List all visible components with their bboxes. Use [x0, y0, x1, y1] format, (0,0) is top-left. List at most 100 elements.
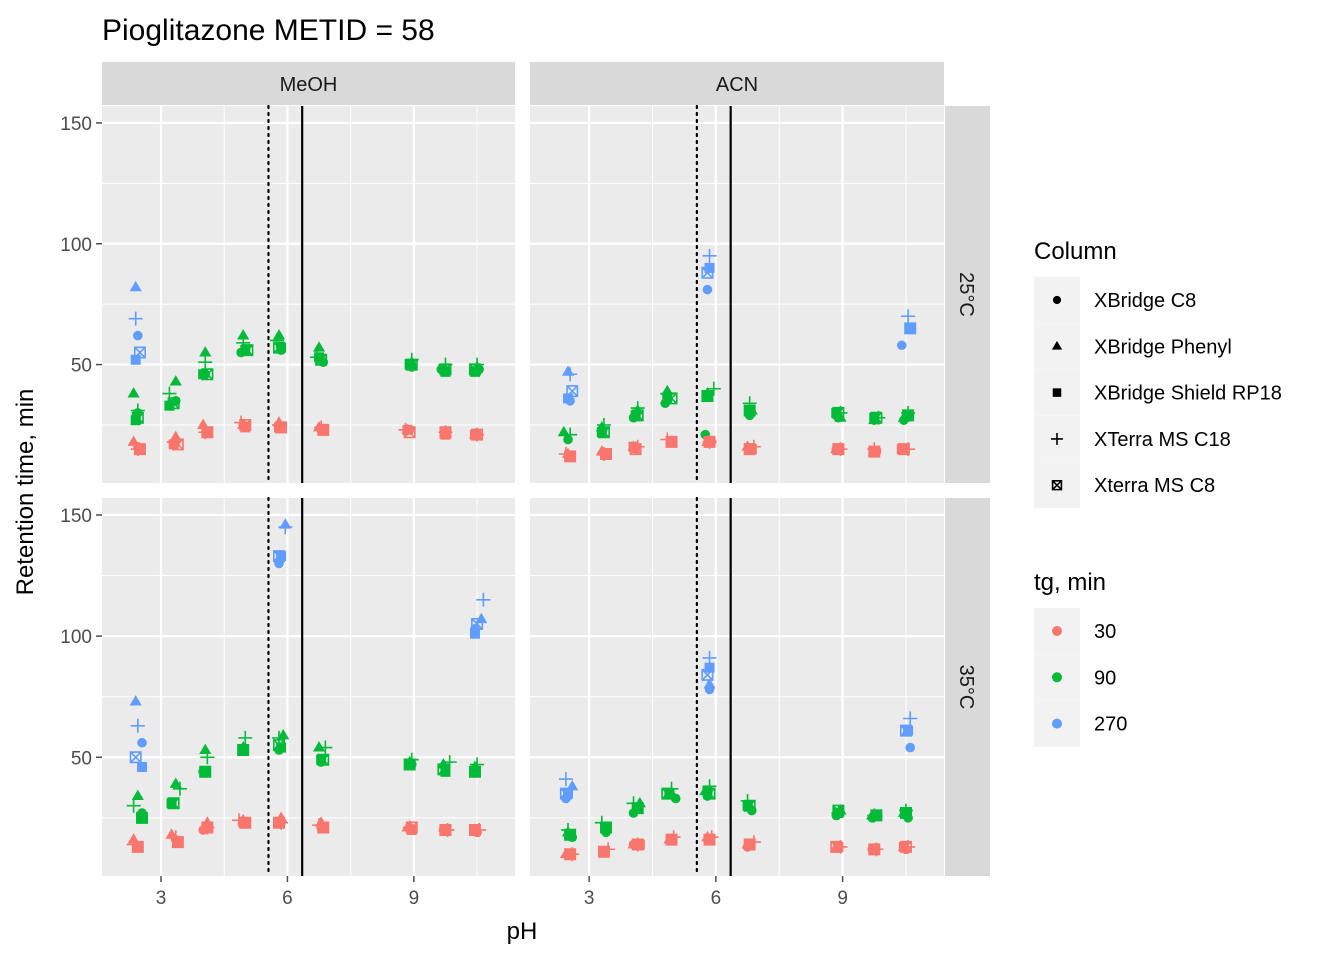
data-point: [273, 341, 285, 354]
data-point: [317, 753, 330, 766]
data-point: [240, 422, 251, 433]
data-point: [629, 443, 642, 456]
data-point: [868, 843, 881, 856]
data-point: [870, 809, 883, 822]
data-point: [706, 381, 721, 396]
data-point: [899, 807, 912, 819]
data-point: [201, 426, 214, 439]
data-point: [403, 758, 416, 771]
data-point: [469, 429, 480, 440]
data-point: [126, 798, 141, 813]
data-point: [704, 662, 715, 673]
data-point: [131, 789, 144, 801]
y-tick-label: 100: [60, 627, 92, 648]
data-point: [272, 329, 286, 340]
data-point: [405, 358, 418, 371]
panel-acn-25c: [530, 104, 944, 485]
data-point: [312, 341, 326, 352]
data-point: [274, 422, 284, 433]
data-point: [172, 781, 187, 796]
legend-key-triangle-icon: [1051, 340, 1063, 350]
legend-label: XTerra MS C18: [1094, 429, 1231, 451]
data-point: [743, 443, 756, 456]
data-point: [166, 798, 177, 809]
data-point: [833, 808, 844, 818]
data-point: [437, 763, 450, 776]
data-point: [199, 765, 212, 778]
data-point: [597, 845, 610, 858]
data-point: [241, 344, 254, 357]
data-point: [201, 368, 214, 381]
data-point: [897, 443, 910, 456]
legend-label: 90: [1094, 667, 1116, 689]
x-tick-label: 3: [156, 888, 167, 909]
data-point: [171, 438, 184, 451]
data-point: [831, 407, 842, 418]
legend-tg: tg, min 30 90 270: [1034, 569, 1127, 747]
data-point: [469, 366, 480, 377]
data-point: [129, 280, 142, 292]
x-tick-label: 3: [584, 888, 595, 909]
panel-meoh-35c: 3 6 9 50 100 150: [60, 496, 515, 909]
data-point: [661, 787, 674, 800]
data-point: [239, 816, 252, 829]
data-point: [468, 765, 481, 778]
data-point: [169, 375, 182, 386]
data-point: [133, 330, 143, 341]
chart-title: Pioglitazone METID = 58: [102, 14, 435, 47]
data-point: [565, 396, 575, 406]
data-point: [561, 365, 575, 376]
data-point: [199, 346, 212, 357]
data-point: [830, 840, 843, 853]
facet-strip-meoh: [102, 62, 515, 105]
panel-meoh-25c: 50 100 150: [60, 104, 515, 485]
panel-background: [530, 106, 944, 483]
facet-strip-row: [945, 106, 990, 483]
x-tick-label: 9: [409, 888, 420, 909]
data-point: [440, 366, 451, 377]
data-point: [475, 612, 488, 624]
data-point: [634, 839, 645, 850]
data-point: [130, 354, 141, 365]
data-point: [317, 423, 330, 436]
legend-key-dot-icon: [1052, 626, 1062, 636]
data-point: [703, 787, 716, 800]
data-point: [600, 821, 613, 834]
data-point: [276, 551, 287, 562]
data-point: [277, 729, 290, 740]
data-point: [470, 624, 480, 634]
data-point: [870, 411, 883, 424]
data-point: [703, 435, 716, 448]
data-point: [898, 841, 909, 852]
panel-acn-35c: 3 6 9: [530, 496, 944, 909]
data-point: [137, 737, 147, 748]
data-point: [439, 823, 452, 836]
y-tick-label: 150: [60, 114, 92, 135]
data-point: [167, 797, 180, 810]
data-point: [904, 322, 917, 335]
data-point: [833, 841, 844, 852]
facet-strip-label: MeOH: [280, 74, 338, 96]
data-point: [312, 741, 326, 752]
panel-background: [102, 498, 515, 876]
data-point: [743, 838, 756, 851]
legend-key-boxx-icon: [1051, 479, 1063, 491]
data-point: [665, 833, 678, 846]
data-point: [563, 788, 574, 799]
data-point: [868, 445, 881, 458]
data-point: [563, 434, 573, 445]
legend-label: 270: [1094, 714, 1127, 736]
data-point: [316, 754, 327, 765]
facet-strip-label: 35°C: [955, 665, 977, 710]
data-point: [136, 811, 149, 824]
legend-tg-title: tg, min: [1034, 569, 1106, 596]
data-point: [239, 419, 252, 431]
data-point: [704, 684, 715, 695]
data-point: [164, 400, 175, 411]
data-point: [169, 777, 182, 788]
y-tick-label: 100: [60, 235, 92, 256]
data-point: [832, 804, 845, 817]
data-point: [630, 410, 641, 421]
legend-label: XBridge Phenyl: [1094, 336, 1232, 358]
